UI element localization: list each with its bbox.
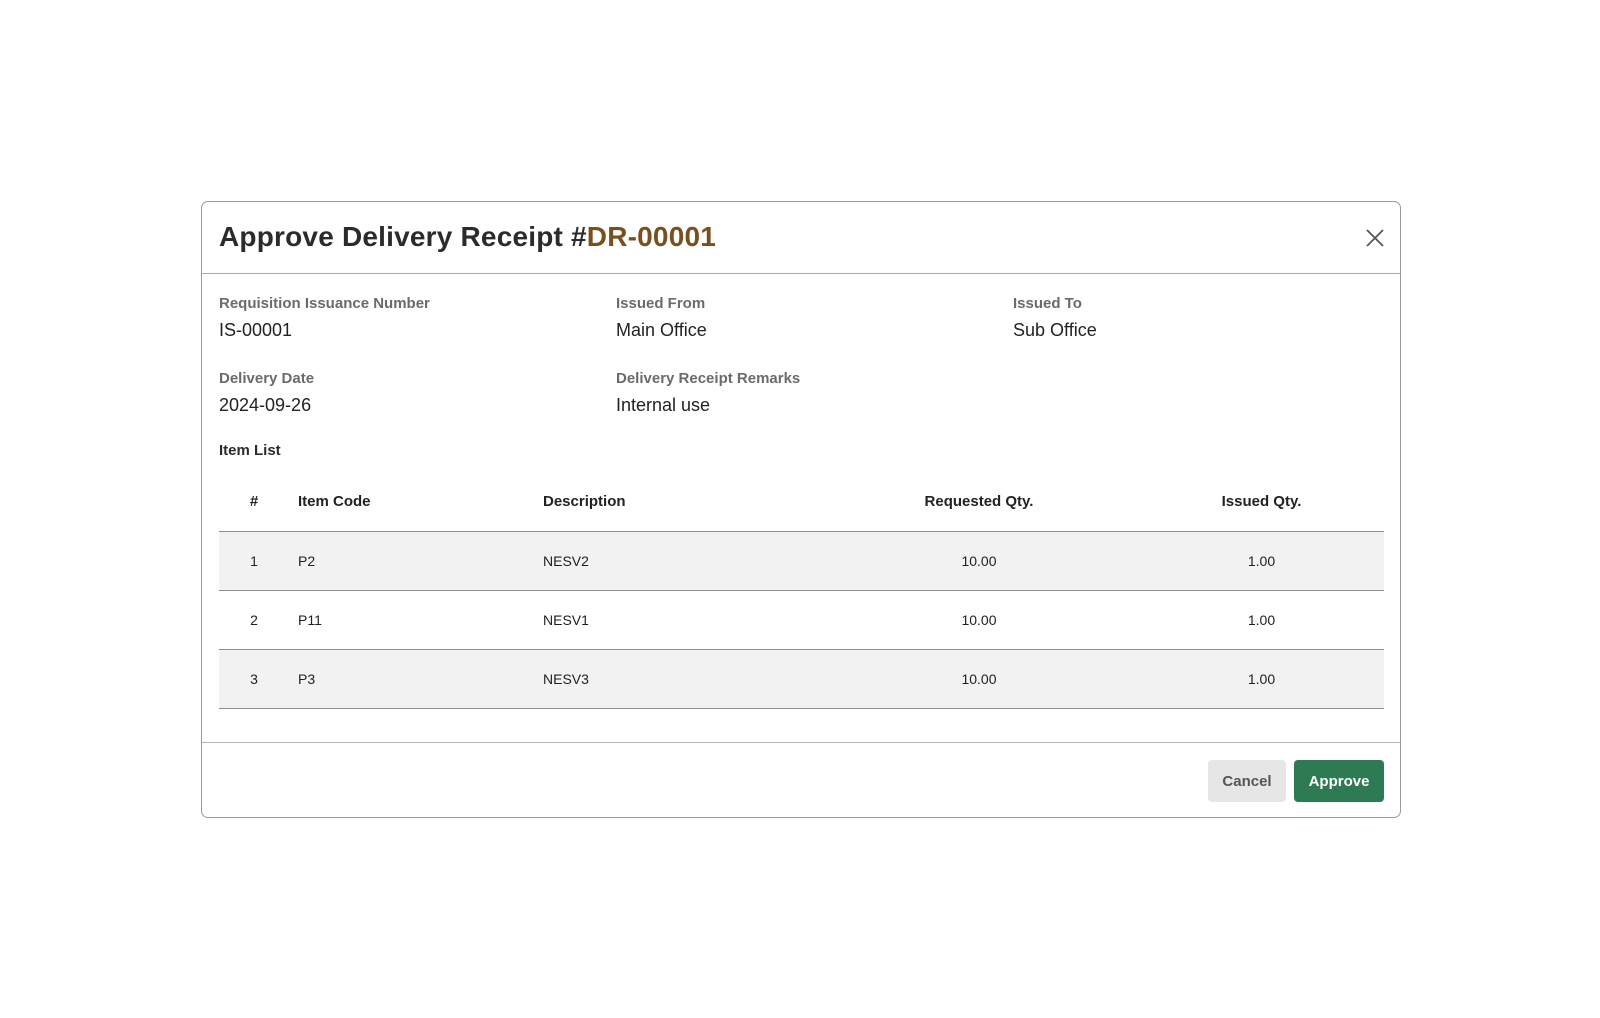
approve-delivery-receipt-modal: Approve Delivery Receipt #DR-00001 Requi…	[201, 201, 1401, 818]
delivery-receipt-remarks-field: Delivery Receipt Remarks Internal use	[616, 370, 800, 416]
modal-title: Approve Delivery Receipt #DR-00001	[219, 221, 716, 253]
item-table: # Item Code Description Requested Qty. I…	[219, 472, 1384, 709]
modal-header: Approve Delivery Receipt #DR-00001	[202, 202, 1400, 274]
modal-title-prefix: Approve Delivery Receipt #	[219, 221, 587, 252]
modal-footer: Cancel Approve	[202, 743, 1400, 818]
item-description: NESV3	[543, 671, 589, 687]
item-code: P11	[298, 612, 322, 628]
row-number: 2	[250, 612, 258, 628]
field-value: IS-00001	[219, 320, 293, 340]
field-label: Delivery Receipt Remarks	[616, 370, 801, 387]
item-code: P2	[298, 553, 316, 569]
field-value: Sub Office	[1013, 320, 1097, 340]
issued-qty: 1.00	[1247, 553, 1276, 569]
column-header-description: Description	[543, 493, 626, 510]
close-icon[interactable]	[1364, 227, 1386, 249]
field-value: Main Office	[616, 320, 707, 340]
requested-qty: 10.00	[961, 612, 997, 628]
issued-qty: 1.00	[1247, 612, 1276, 628]
approve-button[interactable]: Approve	[1294, 760, 1384, 802]
row-number: 1	[250, 553, 258, 569]
column-header-item-code: Item Code	[298, 493, 371, 510]
cancel-button[interactable]: Cancel	[1208, 760, 1286, 802]
requested-qty: 10.00	[961, 553, 997, 569]
field-label: Issued To	[1013, 295, 1082, 312]
delivery-receipt-code: DR-00001	[586, 221, 717, 252]
item-description: NESV2	[543, 553, 589, 569]
requested-qty: 10.00	[961, 671, 997, 687]
issued-qty: 1.00	[1247, 671, 1276, 687]
field-value: Internal use	[616, 395, 711, 415]
field-label: Requisition Issuance Number	[219, 295, 430, 312]
issued-to-field: Issued To Sub Office	[1013, 295, 1097, 341]
table-row: 2 P11 NESV1 10.00 1.00	[219, 591, 1384, 650]
item-description: NESV1	[543, 612, 589, 628]
field-label: Issued From	[616, 295, 706, 312]
row-number: 3	[250, 671, 258, 687]
column-header-requested-qty: Requested Qty.	[924, 493, 1034, 510]
delivery-date-field: Delivery Date 2024-09-26	[219, 370, 314, 416]
modal-body: Requisition Issuance Number IS-00001 Iss…	[202, 274, 1400, 743]
column-header-issued-qty: Issued Qty.	[1221, 493, 1302, 510]
table-row: 1 P2 NESV2 10.00 1.00	[219, 532, 1384, 591]
column-header-number: #	[249, 493, 259, 510]
requisition-issuance-number-field: Requisition Issuance Number IS-00001	[219, 295, 430, 341]
table-header: # Item Code Description Requested Qty. I…	[219, 472, 1384, 532]
item-code: P3	[298, 671, 316, 687]
table-row: 3 P3 NESV3 10.00 1.00	[219, 650, 1384, 709]
field-label: Delivery Date	[219, 370, 315, 387]
field-value: 2024-09-26	[219, 395, 312, 415]
item-list-title: Item List	[219, 442, 281, 459]
issued-from-field: Issued From Main Office	[616, 295, 707, 341]
close-button[interactable]	[1364, 227, 1386, 249]
